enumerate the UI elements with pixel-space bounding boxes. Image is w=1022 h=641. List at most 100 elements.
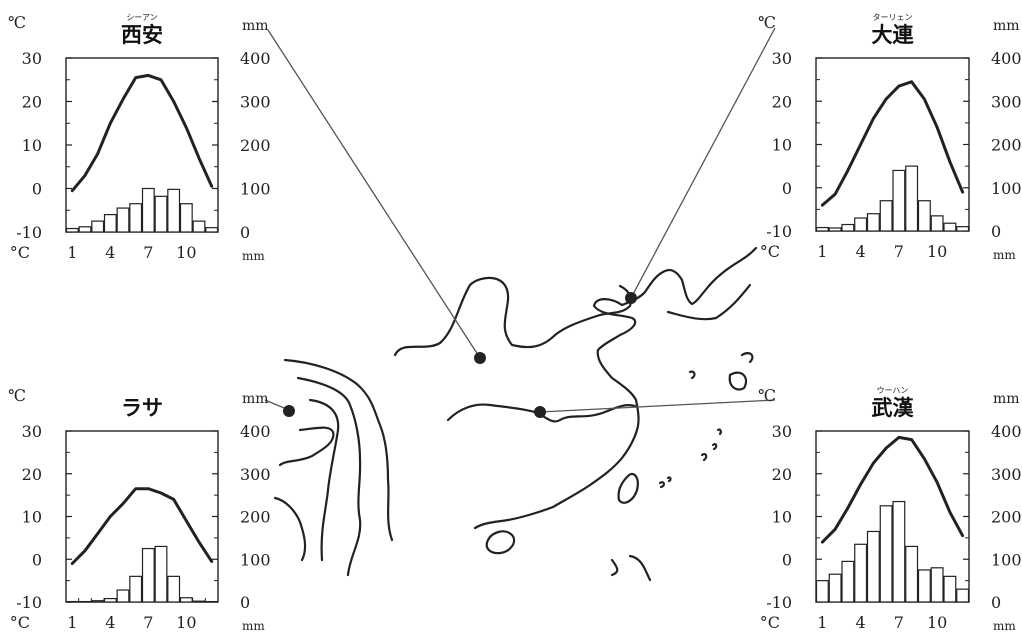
precip-bar-6 — [879, 200, 893, 232]
chart-title: 大連 — [872, 23, 915, 47]
precip-tick-label: 100 — [991, 179, 1022, 198]
leader-line-wuhan — [539, 399, 776, 413]
precip-tick-label: 400 — [240, 422, 271, 441]
temp-tick-label: 20 — [22, 93, 42, 112]
precip-bar-6 — [129, 575, 143, 603]
month-label: 1 — [817, 613, 827, 632]
precip-bar-10 — [179, 203, 193, 233]
leader-line-xian — [267, 29, 481, 359]
precip-bar-5 — [866, 530, 880, 603]
precip-unit-label: mm — [993, 391, 1020, 407]
precip-tick-label: 0 — [240, 223, 250, 242]
temperature-line — [820, 80, 965, 207]
precip-bar-6 — [879, 505, 893, 603]
temp-tick-label: 10 — [22, 136, 42, 155]
precip-tick-label: 0 — [240, 593, 250, 612]
precip-bar-9 — [917, 200, 931, 232]
precip-unit-label-bottom: mm — [242, 619, 265, 633]
city-dot-wuhan — [534, 406, 546, 418]
precip-tick-label: 200 — [991, 136, 1022, 155]
month-label: 10 — [927, 242, 947, 261]
precip-tick-label: 100 — [240, 550, 271, 569]
precip-bar-2 — [828, 227, 842, 232]
precip-unit-label-bottom: mm — [242, 249, 265, 263]
precip-bar-1 — [815, 580, 829, 603]
precip-bar-12 — [956, 226, 970, 232]
chart-title-ruby: シーアン — [126, 13, 157, 22]
precip-bar-3 — [91, 220, 105, 233]
korea-coast — [666, 283, 752, 321]
temp-tick-label: 30 — [22, 49, 42, 68]
temperature-line — [70, 73, 214, 193]
himalaya-ridge-2 — [296, 376, 362, 577]
precip-bar-4 — [103, 214, 117, 233]
temp-unit-label-bottom: °C — [760, 613, 780, 632]
precip-bar-11 — [192, 600, 206, 603]
temp-tick-label: 30 — [772, 422, 792, 441]
temp-unit-label-bottom: °C — [10, 613, 30, 632]
precip-tick-label: 0 — [991, 593, 1001, 612]
precip-unit-label: mm — [993, 18, 1020, 34]
precip-tick-label: 400 — [240, 49, 271, 68]
precip-bar-2 — [828, 573, 842, 603]
month-label: 10 — [927, 613, 947, 632]
precip-bar-8 — [154, 195, 168, 233]
city-dot-xian — [474, 352, 486, 364]
chart-title: 西安 — [121, 23, 163, 47]
temp-unit-label: ℃ — [758, 13, 776, 32]
precip-bar-12 — [205, 227, 219, 233]
chart-title: 武漢 — [872, 396, 915, 420]
precip-bar-10 — [930, 215, 944, 232]
temp-tick-label: 30 — [22, 422, 42, 441]
month-label: 4 — [856, 613, 866, 632]
month-label: 7 — [894, 613, 904, 632]
leader-lines — [264, 27, 776, 413]
temp-unit-label: ℃ — [8, 386, 26, 405]
coastline — [473, 246, 758, 530]
precip-unit-label: mm — [242, 18, 269, 34]
temp-unit-label: ℃ — [8, 13, 26, 32]
month-label: 1 — [67, 613, 77, 632]
chart-title-ruby: ウーハン — [877, 386, 909, 395]
precip-bar-5 — [866, 213, 880, 232]
temp-tick-label: 10 — [772, 508, 792, 527]
precip-bar-11 — [943, 575, 957, 603]
himalaya-ridge-1 — [283, 358, 394, 542]
temperature-line — [820, 435, 965, 544]
precip-tick-label: 200 — [240, 136, 271, 155]
month-label: 7 — [143, 243, 153, 262]
city-dot-lhasa — [283, 405, 295, 417]
precip-tick-label: 300 — [991, 92, 1022, 111]
southwest-river — [273, 496, 307, 562]
temp-unit-label-bottom: °C — [10, 243, 30, 262]
temp-tick-label: 10 — [772, 136, 792, 155]
precip-tick-label: 300 — [240, 465, 271, 484]
month-label: 7 — [894, 242, 904, 261]
china-map — [273, 246, 758, 582]
precip-tick-label: 100 — [240, 180, 271, 199]
precip-bar-9 — [167, 188, 181, 233]
precip-bar-4 — [854, 217, 868, 232]
southeast-asia-coast — [610, 554, 652, 582]
temp-tick-label: 20 — [772, 465, 792, 484]
precip-unit-label-bottom: mm — [993, 248, 1016, 262]
hainan-island — [485, 530, 516, 555]
precip-bar-2 — [78, 226, 92, 233]
month-label: 4 — [856, 242, 866, 261]
precip-bar-9 — [917, 569, 931, 603]
month-label: 10 — [176, 243, 196, 262]
temp-tick-label: 0 — [32, 180, 42, 199]
precip-bar-9 — [167, 575, 181, 603]
precip-tick-label: 400 — [991, 422, 1022, 441]
month-label: 4 — [105, 243, 115, 262]
city-markers — [283, 292, 637, 418]
precip-bar-1 — [65, 227, 79, 233]
temp-tick-label: -10 — [16, 223, 42, 242]
precip-bar-5 — [116, 589, 130, 603]
leader-line-dalian — [630, 27, 776, 299]
precip-bar-1 — [815, 226, 829, 232]
